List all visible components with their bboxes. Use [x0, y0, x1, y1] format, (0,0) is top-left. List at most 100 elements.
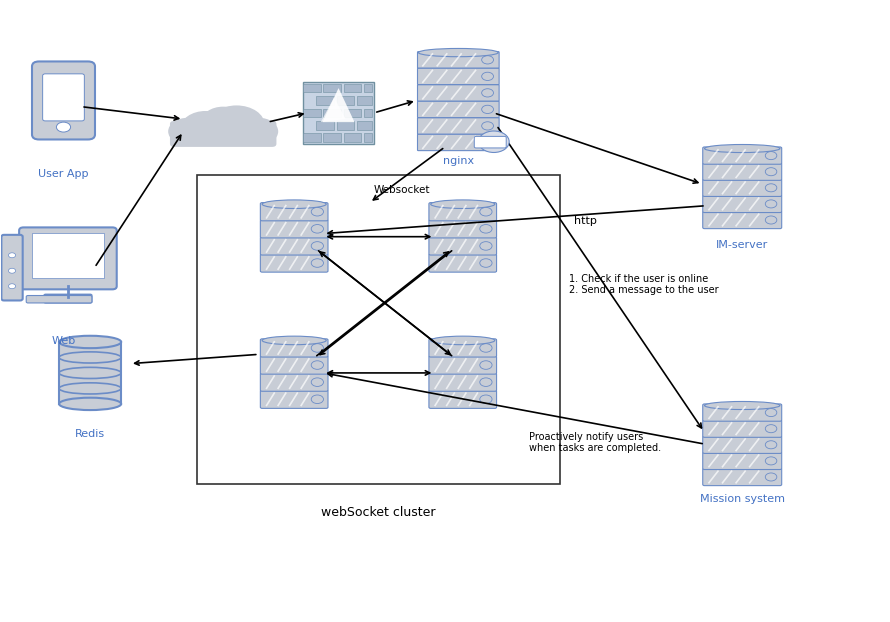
- FancyBboxPatch shape: [344, 133, 361, 142]
- FancyBboxPatch shape: [303, 82, 374, 144]
- FancyBboxPatch shape: [417, 118, 499, 134]
- FancyBboxPatch shape: [26, 295, 92, 303]
- Circle shape: [312, 259, 323, 267]
- Circle shape: [765, 168, 777, 176]
- Circle shape: [201, 106, 246, 137]
- FancyBboxPatch shape: [429, 254, 497, 272]
- FancyBboxPatch shape: [429, 203, 497, 221]
- FancyBboxPatch shape: [323, 84, 341, 93]
- FancyBboxPatch shape: [417, 134, 499, 151]
- FancyBboxPatch shape: [364, 133, 372, 142]
- FancyBboxPatch shape: [261, 220, 328, 238]
- FancyBboxPatch shape: [344, 84, 361, 93]
- Polygon shape: [322, 88, 354, 122]
- FancyBboxPatch shape: [417, 85, 499, 101]
- Text: Proactively notify users
when tasks are completed.: Proactively notify users when tasks are …: [530, 432, 661, 453]
- FancyBboxPatch shape: [429, 373, 497, 391]
- Circle shape: [480, 259, 492, 267]
- Circle shape: [312, 344, 323, 352]
- Circle shape: [481, 89, 493, 97]
- Text: Websocket: Websocket: [374, 185, 431, 195]
- Circle shape: [479, 131, 509, 152]
- FancyBboxPatch shape: [703, 179, 781, 197]
- Circle shape: [765, 183, 777, 192]
- FancyBboxPatch shape: [336, 96, 354, 104]
- FancyBboxPatch shape: [303, 108, 320, 117]
- FancyBboxPatch shape: [703, 404, 781, 421]
- FancyBboxPatch shape: [31, 233, 104, 277]
- Circle shape: [765, 216, 777, 224]
- FancyBboxPatch shape: [323, 108, 341, 117]
- FancyBboxPatch shape: [170, 121, 277, 147]
- Circle shape: [480, 225, 492, 233]
- Circle shape: [9, 284, 16, 289]
- FancyBboxPatch shape: [43, 74, 85, 121]
- Circle shape: [481, 105, 493, 113]
- Text: 1. Check if the user is online
2. Send a message to the user: 1. Check if the user is online 2. Send a…: [570, 274, 719, 295]
- FancyBboxPatch shape: [261, 237, 328, 255]
- Polygon shape: [320, 98, 345, 122]
- Circle shape: [481, 56, 493, 64]
- FancyBboxPatch shape: [429, 356, 497, 374]
- Circle shape: [208, 105, 265, 145]
- Circle shape: [765, 457, 777, 465]
- Text: Web: Web: [52, 336, 76, 346]
- FancyBboxPatch shape: [364, 84, 372, 93]
- FancyBboxPatch shape: [303, 133, 320, 142]
- Text: nginx: nginx: [442, 156, 473, 166]
- Ellipse shape: [59, 397, 121, 410]
- FancyBboxPatch shape: [703, 147, 781, 164]
- FancyBboxPatch shape: [44, 294, 92, 303]
- Text: http: http: [574, 216, 596, 226]
- Circle shape: [480, 395, 492, 404]
- Circle shape: [765, 409, 777, 417]
- Ellipse shape: [431, 336, 495, 345]
- FancyBboxPatch shape: [316, 121, 334, 129]
- Ellipse shape: [705, 144, 780, 152]
- FancyBboxPatch shape: [429, 390, 497, 409]
- FancyBboxPatch shape: [261, 339, 328, 357]
- Circle shape: [56, 122, 70, 132]
- Circle shape: [312, 242, 323, 250]
- Circle shape: [480, 344, 492, 352]
- Ellipse shape: [59, 336, 121, 348]
- Ellipse shape: [263, 336, 327, 345]
- FancyBboxPatch shape: [703, 436, 781, 453]
- Text: Redis: Redis: [75, 429, 105, 439]
- Circle shape: [312, 225, 323, 233]
- FancyBboxPatch shape: [316, 96, 334, 104]
- Ellipse shape: [431, 200, 495, 208]
- Circle shape: [168, 118, 207, 145]
- FancyBboxPatch shape: [357, 121, 372, 129]
- Circle shape: [9, 268, 16, 273]
- FancyBboxPatch shape: [261, 203, 328, 221]
- FancyBboxPatch shape: [303, 84, 320, 93]
- FancyBboxPatch shape: [19, 228, 117, 289]
- FancyBboxPatch shape: [323, 133, 341, 142]
- FancyBboxPatch shape: [336, 121, 354, 129]
- Circle shape: [312, 378, 323, 386]
- Circle shape: [481, 138, 493, 147]
- FancyBboxPatch shape: [344, 108, 361, 117]
- Circle shape: [765, 152, 777, 160]
- Ellipse shape: [705, 401, 780, 409]
- Circle shape: [181, 111, 231, 146]
- FancyBboxPatch shape: [429, 237, 497, 255]
- FancyBboxPatch shape: [703, 420, 781, 437]
- FancyBboxPatch shape: [429, 339, 497, 357]
- FancyBboxPatch shape: [364, 108, 372, 117]
- FancyBboxPatch shape: [417, 101, 499, 118]
- Circle shape: [480, 208, 492, 216]
- Circle shape: [480, 378, 492, 386]
- Circle shape: [9, 253, 16, 258]
- Circle shape: [765, 200, 777, 208]
- Text: Mission system: Mission system: [700, 494, 785, 504]
- FancyBboxPatch shape: [417, 52, 499, 68]
- FancyBboxPatch shape: [429, 220, 497, 238]
- FancyBboxPatch shape: [703, 211, 781, 229]
- FancyBboxPatch shape: [261, 254, 328, 272]
- Circle shape: [480, 361, 492, 369]
- FancyBboxPatch shape: [703, 163, 781, 180]
- FancyBboxPatch shape: [2, 235, 22, 300]
- FancyBboxPatch shape: [703, 468, 781, 486]
